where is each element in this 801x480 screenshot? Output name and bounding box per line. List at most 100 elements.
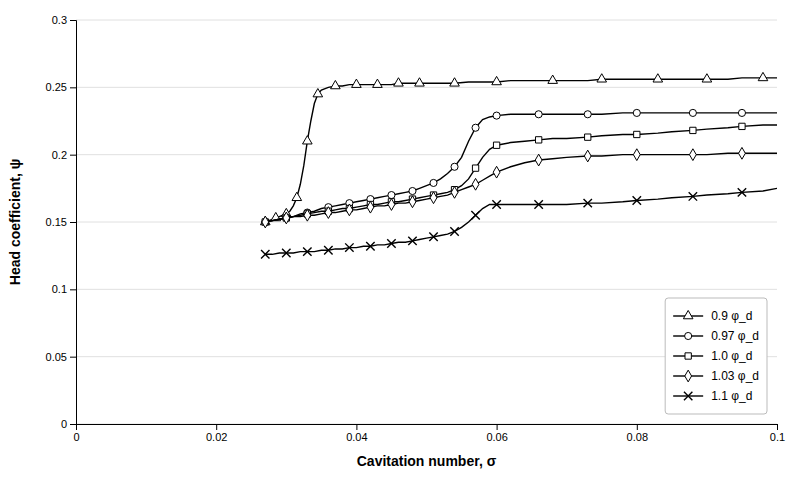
line <box>265 188 777 254</box>
line <box>265 113 777 222</box>
marker <box>758 72 768 80</box>
legend-item: 0.9 φ_d <box>673 309 752 323</box>
marker <box>451 163 458 170</box>
y-axis-title: Head coefficient, ψ <box>7 159 23 285</box>
series <box>260 72 777 224</box>
marker <box>633 109 640 116</box>
tick-mark <box>70 222 76 223</box>
legend-item: 1.03 φ_d <box>673 369 759 383</box>
tick: 0.2 <box>52 149 76 161</box>
tick: 0.04 <box>346 424 367 443</box>
series <box>262 123 777 225</box>
legend-marker <box>685 353 691 359</box>
chart: 00.020.040.060.080.100.050.10.150.20.250… <box>0 0 801 480</box>
tick: 0.1 <box>770 424 785 443</box>
marker <box>534 200 542 208</box>
legend-item: 1.1 φ_d <box>673 389 752 403</box>
tick-mark <box>777 424 778 430</box>
marker <box>450 227 458 235</box>
legend-marker <box>685 332 692 339</box>
line <box>265 125 777 222</box>
series-group <box>260 72 777 258</box>
legend-label: 1.1 φ_d <box>711 389 752 403</box>
line <box>265 153 777 222</box>
marker <box>535 154 542 166</box>
tick: 0.25 <box>46 81 76 93</box>
x-axis-title: Cavitation number, σ <box>357 453 497 469</box>
axis-line <box>70 21 77 425</box>
legend-marker <box>683 310 693 318</box>
marker <box>262 216 269 228</box>
marker <box>429 233 437 241</box>
tick-mark <box>70 155 76 156</box>
tick-label: 0 <box>61 418 67 430</box>
marker <box>430 192 437 204</box>
legend: 0.9 φ_d0.97 φ_d1.0 φ_d1.03 φ_d1.1 φ_d <box>665 298 767 414</box>
marker <box>387 239 395 247</box>
marker <box>282 249 290 257</box>
grid-line <box>76 20 777 21</box>
marker <box>690 127 696 133</box>
marker <box>472 124 479 131</box>
marker <box>352 79 362 87</box>
marker <box>634 131 640 137</box>
x-axis: 0 0.02 0.04 0.06 0.08 0.1 <box>73 424 785 443</box>
marker <box>409 196 416 208</box>
marker <box>388 199 395 211</box>
marker <box>346 204 353 216</box>
tick-mark <box>70 357 76 358</box>
legend-marker <box>684 392 692 400</box>
marker <box>366 242 374 250</box>
tick: 0 <box>73 424 79 443</box>
tick-label: 0.02 <box>206 431 227 443</box>
marker <box>409 187 416 194</box>
marker <box>472 165 478 171</box>
marker <box>292 192 302 200</box>
tick-mark <box>70 424 76 425</box>
marker <box>738 188 746 196</box>
tick-mark <box>70 289 76 290</box>
marker <box>303 247 311 255</box>
marker <box>408 237 416 245</box>
marker <box>373 79 383 87</box>
marker <box>451 186 458 198</box>
marker <box>633 196 641 204</box>
tick-label: 0.08 <box>627 431 648 443</box>
marker <box>472 178 479 190</box>
marker <box>331 80 341 88</box>
grid-line <box>76 289 777 290</box>
marker <box>653 74 663 82</box>
tick: 0.02 <box>206 424 227 443</box>
marker <box>535 137 541 143</box>
line <box>265 78 777 222</box>
y-axis: 00.050.10.150.20.250.3 <box>46 14 77 430</box>
marker <box>584 150 591 162</box>
tick: 0.1 <box>52 283 76 295</box>
marker <box>313 89 323 97</box>
plot: 00.020.040.060.080.100.050.10.150.20.250… <box>46 14 786 443</box>
marker <box>739 123 745 129</box>
legend-item: 1.0 φ_d <box>673 349 752 363</box>
legend-box <box>665 298 767 414</box>
marker <box>394 78 404 86</box>
tick-label: 0.25 <box>46 81 67 93</box>
marker <box>324 246 332 254</box>
marker <box>492 76 502 84</box>
grid-line <box>76 87 777 88</box>
series <box>262 147 777 227</box>
tick: 0.3 <box>52 14 76 26</box>
marker <box>548 75 558 83</box>
marker <box>689 109 696 116</box>
marker <box>303 136 313 144</box>
marker <box>535 111 542 118</box>
legend-label: 1.03 φ_d <box>711 369 759 383</box>
tick-label: 0.04 <box>346 431 367 443</box>
marker <box>492 200 500 208</box>
marker <box>283 212 290 224</box>
tick: 0.06 <box>486 424 507 443</box>
tick: 0 <box>61 418 76 430</box>
tick-mark <box>637 424 638 430</box>
tick-label: 0.3 <box>52 14 67 26</box>
marker <box>584 199 592 207</box>
marker <box>739 147 746 159</box>
